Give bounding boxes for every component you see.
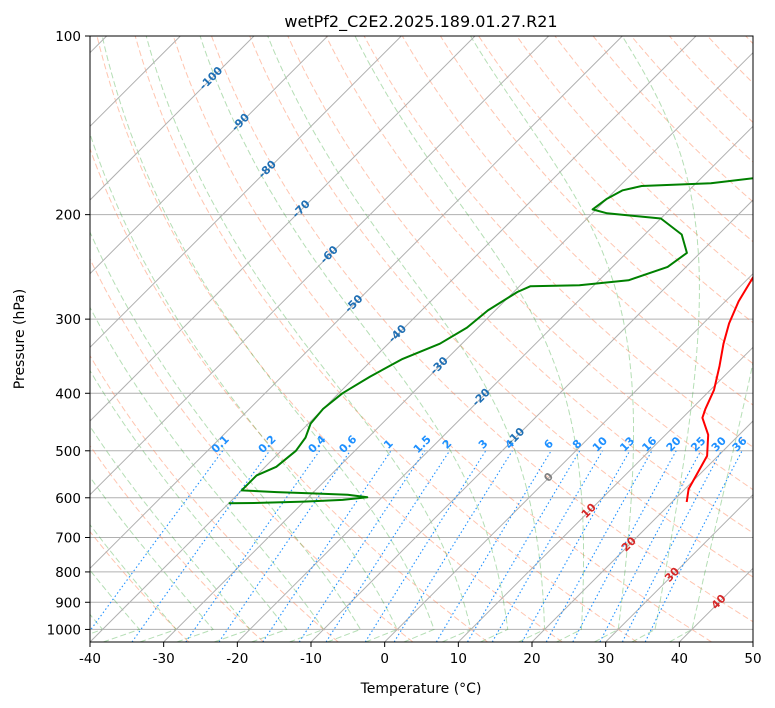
dry-adiabat-line [401,36,753,406]
isotherm-line [310,199,753,642]
mixing-ratio-line [435,450,552,642]
axes: -40 -30 -20 -10 0 10 20 30 40 50 100 200 300 400 500 60… [47,29,762,667]
chart-title: wetPf2_C2E2.2025.189.01.27.R21 [284,12,557,32]
y-tick-label: 200 [55,208,81,224]
x-axis-title: Temperature (°C) [360,681,482,697]
moist-adiabat-line [90,369,288,642]
dry-adiabat-line [439,36,753,365]
isotherm-line [90,36,255,201]
isotherm-line [90,36,402,349]
isotherm-line [384,272,753,642]
x-tick-label: -30 [153,651,175,667]
y-tick-label: 800 [55,565,81,581]
mixing-ratio-line [185,450,321,642]
moist-adiabat-line [199,36,509,642]
temperature-profile-line [685,275,753,503]
x-tick-label: 50 [744,651,761,667]
moist-adiabat-line [90,132,398,642]
mixing-ratio-line [545,450,653,642]
mixing-ratio-line [325,450,451,642]
moist-adiabat-line [90,476,214,642]
mixing-ratio-line [364,450,487,642]
dry-adiabat-line [249,36,753,578]
x-tick-label: 0 [380,651,389,667]
x-tick-label: 10 [450,651,467,667]
x-tick-label: 30 [597,651,614,667]
mixing-ratio-line [218,450,351,642]
dry-adiabat-line [325,36,753,491]
y-axis-title: Pressure (hPa) [12,289,28,389]
moist-adiabat-line [90,523,178,642]
dry-adiabat-line [630,36,753,163]
mixing-ratio-line [131,450,271,642]
moist-adiabat-line [354,36,584,642]
isotherm-line [236,125,753,642]
y-tick-label: 600 [55,491,81,507]
dry-adiabat-line [554,36,753,243]
mixing-ratio-line [393,450,513,642]
dry-adiabat-line [90,147,488,642]
isotherm-line [531,420,753,642]
isotherm-line [90,36,697,642]
moist-adiabat-line [669,360,753,642]
dry-adiabat-line [90,257,414,642]
y-tick-label: 500 [55,444,81,460]
dry-adiabat-line [287,36,753,534]
x-tick-label: -10 [300,651,322,667]
dry-adiabat-line [134,36,638,642]
dry-adiabat-line [592,36,753,203]
y-tick-label: 1000 [47,622,81,638]
y-tick-label: 300 [55,312,81,328]
dry-adiabat-line [90,530,190,642]
isotherm-line [90,36,476,422]
moist-adiabat-line [470,36,634,642]
x-tick-label: 20 [523,651,540,667]
isotherm-line [605,493,753,642]
moist-adiabat-line [101,36,435,642]
isotherm-line [90,36,329,275]
mixing-ratio-line [491,450,603,642]
moist-adiabat-line [90,569,141,642]
isotherm-line [163,51,753,642]
dry-adiabat-line [211,36,753,623]
x-tick-label: -40 [79,651,101,667]
isotherm-line [90,36,623,570]
isotherm-line [90,36,550,496]
y-tick-label: 400 [55,386,81,402]
plot-frame [89,35,754,643]
plot-area: 0.1 0.2 0.4 0.6 1 1.5 2 3 4 6 8 10 13 16 20 25 30 36-100-… [90,36,753,642]
y-tick-label: 700 [55,531,81,547]
moist-adiabat-line [90,425,251,642]
isotherm-line [457,346,753,642]
moist-adiabat-line [90,230,362,642]
dewpoint-profile-line [228,177,753,505]
mixing-ratio-line [572,450,677,642]
mixing-ratio-line [467,450,581,642]
moist-adiabat-line [621,36,700,642]
dry-adiabat-line [516,36,753,283]
dry-adiabat-line [96,36,563,642]
y-tick-label: 900 [55,595,81,611]
x-tick-label: 40 [671,651,688,667]
dry-adiabat-line [90,354,339,642]
mixing-ratio-line [521,450,631,642]
moist-adiabat-line [267,36,546,642]
moist-adiabat-line [145,36,472,642]
moist-adiabat-line [90,306,325,642]
y-tick-label: 100 [55,29,81,45]
x-tick-label: -20 [226,651,248,667]
dry-adiabat-line [478,36,753,324]
